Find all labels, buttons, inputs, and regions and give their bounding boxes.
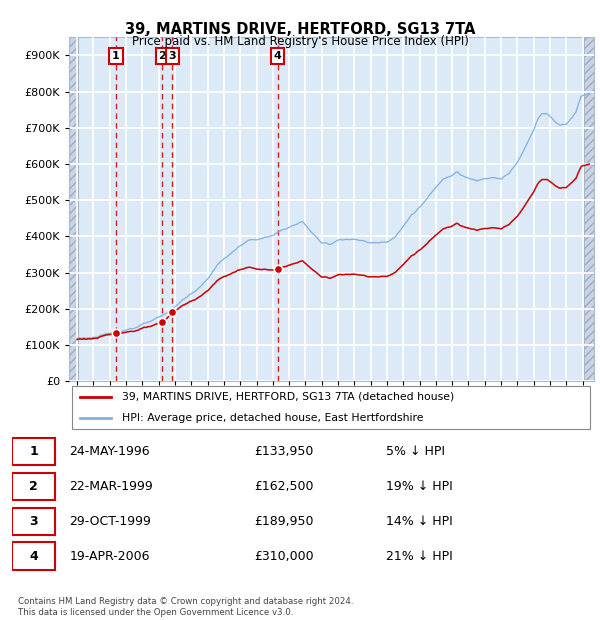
Text: £189,950: £189,950 — [254, 515, 313, 528]
Text: 4: 4 — [274, 51, 281, 61]
Text: £133,950: £133,950 — [254, 445, 313, 458]
Text: 19-APR-2006: 19-APR-2006 — [70, 549, 150, 562]
Text: 22-MAR-1999: 22-MAR-1999 — [70, 480, 154, 493]
Text: £310,000: £310,000 — [254, 549, 314, 562]
Text: 14% ↓ HPI: 14% ↓ HPI — [386, 515, 453, 528]
Text: 3: 3 — [169, 51, 176, 61]
Text: 1: 1 — [112, 51, 120, 61]
Text: 19% ↓ HPI: 19% ↓ HPI — [386, 480, 453, 493]
Text: 29-OCT-1999: 29-OCT-1999 — [70, 515, 151, 528]
Text: 1: 1 — [29, 445, 38, 458]
Text: 39, MARTINS DRIVE, HERTFORD, SG13 7TA: 39, MARTINS DRIVE, HERTFORD, SG13 7TA — [125, 22, 475, 37]
Bar — [69, 37, 79, 381]
Text: 2: 2 — [158, 51, 166, 61]
FancyBboxPatch shape — [12, 472, 55, 500]
Text: 4: 4 — [29, 549, 38, 562]
Text: 3: 3 — [29, 515, 38, 528]
Text: Price paid vs. HM Land Registry's House Price Index (HPI): Price paid vs. HM Land Registry's House … — [131, 35, 469, 48]
FancyBboxPatch shape — [12, 542, 55, 570]
FancyBboxPatch shape — [12, 438, 55, 465]
Text: 2: 2 — [29, 480, 38, 493]
Text: HPI: Average price, detached house, East Hertfordshire: HPI: Average price, detached house, East… — [121, 414, 423, 423]
Text: 5% ↓ HPI: 5% ↓ HPI — [386, 445, 445, 458]
Bar — [584, 37, 594, 381]
FancyBboxPatch shape — [12, 508, 55, 535]
Bar — [69, 37, 79, 381]
Text: Contains HM Land Registry data © Crown copyright and database right 2024.
This d: Contains HM Land Registry data © Crown c… — [18, 598, 353, 617]
FancyBboxPatch shape — [71, 386, 590, 429]
Text: 24-MAY-1996: 24-MAY-1996 — [70, 445, 150, 458]
Text: 39, MARTINS DRIVE, HERTFORD, SG13 7TA (detached house): 39, MARTINS DRIVE, HERTFORD, SG13 7TA (d… — [121, 392, 454, 402]
Bar — [584, 37, 594, 381]
Text: 21% ↓ HPI: 21% ↓ HPI — [386, 549, 453, 562]
Text: £162,500: £162,500 — [254, 480, 313, 493]
